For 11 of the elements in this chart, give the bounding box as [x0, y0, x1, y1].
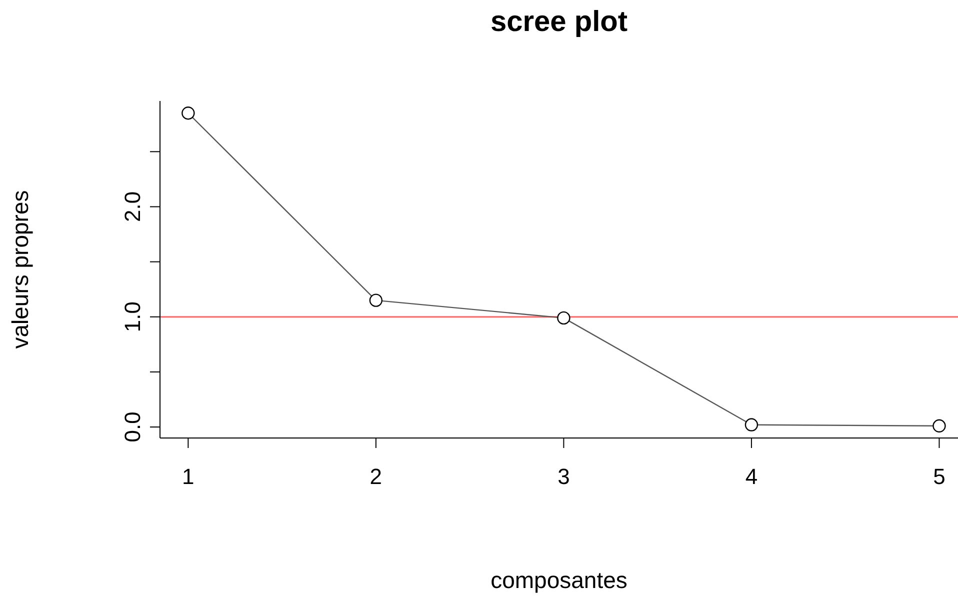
x-tick-label: 2 — [370, 464, 382, 489]
chart-title: scree plot — [490, 6, 628, 39]
y-tick-label: 1.0 — [120, 302, 145, 332]
y-axis-title: valeurs propres — [7, 190, 34, 349]
y-tick-label: 2.0 — [120, 191, 145, 222]
y-tick-label: 0.0 — [120, 412, 145, 442]
x-axis-title: composantes — [490, 567, 628, 593]
x-tick-label: 5 — [933, 464, 946, 489]
x-tick-label: 4 — [745, 464, 758, 489]
x-tick-label: 1 — [182, 464, 194, 489]
x-tick-label: 3 — [558, 464, 570, 489]
